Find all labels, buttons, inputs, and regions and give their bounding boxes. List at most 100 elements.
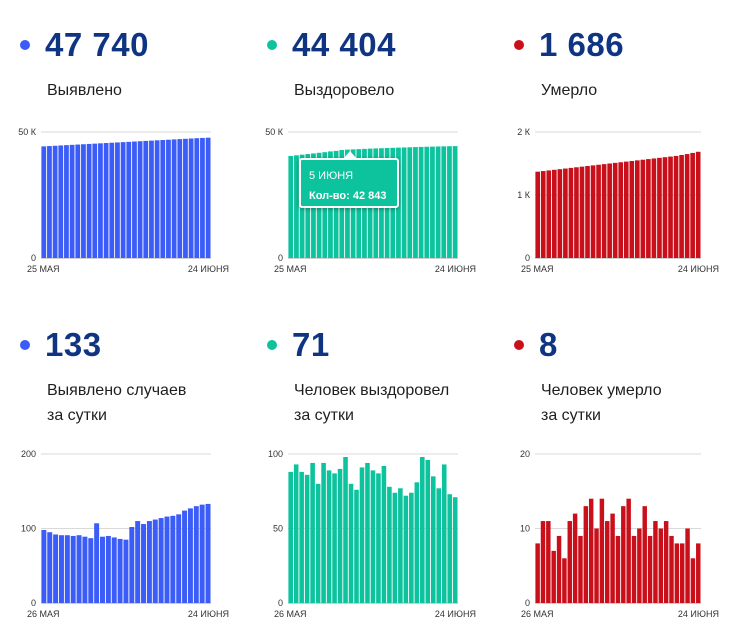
bar[interactable] xyxy=(293,464,299,603)
bar[interactable] xyxy=(166,139,171,258)
bar[interactable] xyxy=(176,514,182,603)
bar[interactable] xyxy=(387,486,392,603)
bar[interactable] xyxy=(663,521,669,603)
bar[interactable] xyxy=(407,147,413,258)
bar[interactable] xyxy=(413,147,418,258)
bar[interactable] xyxy=(152,519,158,603)
bar[interactable] xyxy=(546,521,551,603)
bar[interactable] xyxy=(637,528,642,604)
bar[interactable] xyxy=(158,518,164,603)
bar[interactable] xyxy=(535,543,540,603)
bar[interactable] xyxy=(653,521,658,603)
bar[interactable] xyxy=(631,535,637,603)
bar[interactable] xyxy=(441,146,447,258)
bar[interactable] xyxy=(605,521,610,603)
bar[interactable] xyxy=(568,167,574,258)
bar[interactable] xyxy=(562,558,567,603)
bar[interactable] xyxy=(137,141,143,258)
bar[interactable] xyxy=(690,152,695,258)
bar[interactable] xyxy=(182,510,188,603)
bar[interactable] xyxy=(607,163,612,259)
bar[interactable] xyxy=(424,146,430,258)
bar[interactable] xyxy=(205,503,211,603)
bar[interactable] xyxy=(674,543,680,603)
bar[interactable] xyxy=(47,146,52,258)
bar[interactable] xyxy=(669,535,674,603)
bar[interactable] xyxy=(105,535,111,603)
bar[interactable] xyxy=(647,535,653,603)
bar[interactable] xyxy=(146,521,152,603)
bar[interactable] xyxy=(188,138,194,258)
bar[interactable] xyxy=(685,528,690,604)
bar[interactable] xyxy=(337,468,343,603)
bar[interactable] xyxy=(679,154,684,258)
bar[interactable] xyxy=(41,146,47,258)
bar[interactable] xyxy=(53,534,59,603)
bar[interactable] xyxy=(129,527,135,603)
bar[interactable] xyxy=(563,168,568,258)
bar[interactable] xyxy=(58,145,64,258)
bar[interactable] xyxy=(58,535,64,603)
bar[interactable] xyxy=(299,471,304,603)
bar[interactable] xyxy=(171,139,177,258)
bar[interactable] xyxy=(452,497,458,603)
total-deaths-chart[interactable]: 0 1 К 2 К 25 МАЯ 24 ИЮНЯ xyxy=(494,118,735,288)
bar[interactable] xyxy=(651,158,657,258)
bar[interactable] xyxy=(403,495,409,603)
bar[interactable] xyxy=(540,521,546,603)
bar[interactable] xyxy=(132,141,137,258)
bar[interactable] xyxy=(194,138,200,258)
bar[interactable] xyxy=(365,462,370,603)
bar[interactable] xyxy=(623,161,629,258)
bar[interactable] xyxy=(164,516,170,603)
bar[interactable] xyxy=(143,140,149,258)
bar[interactable] xyxy=(52,145,58,258)
bar[interactable] xyxy=(540,171,546,258)
bar[interactable] xyxy=(94,523,100,603)
bar[interactable] xyxy=(618,162,624,258)
bar[interactable] xyxy=(441,464,447,603)
bar[interactable] xyxy=(88,538,94,603)
bar[interactable] xyxy=(430,146,435,258)
bar[interactable] xyxy=(695,151,701,258)
bar[interactable] xyxy=(601,164,607,258)
bar[interactable] xyxy=(662,157,668,258)
bar[interactable] xyxy=(141,524,147,603)
bar[interactable] xyxy=(381,465,387,603)
bar[interactable] xyxy=(435,146,441,258)
bar[interactable] xyxy=(117,538,123,603)
bar[interactable] xyxy=(401,147,407,258)
bar[interactable] xyxy=(200,137,205,258)
bar[interactable] xyxy=(81,144,86,258)
bar[interactable] xyxy=(557,169,563,258)
bar[interactable] xyxy=(41,529,47,603)
bar[interactable] xyxy=(160,140,166,258)
bar[interactable] xyxy=(47,532,53,603)
bar[interactable] xyxy=(657,157,662,258)
bar[interactable] xyxy=(126,141,132,258)
bar[interactable] xyxy=(673,155,679,258)
bar[interactable] xyxy=(304,474,310,603)
bar[interactable] xyxy=(452,146,458,258)
bar[interactable] xyxy=(696,543,701,603)
bar[interactable] xyxy=(100,536,105,603)
bar[interactable] xyxy=(193,506,199,603)
bar[interactable] xyxy=(199,504,205,603)
bar[interactable] xyxy=(294,155,299,258)
bar[interactable] xyxy=(420,456,425,603)
bar[interactable] xyxy=(612,162,618,258)
bar[interactable] xyxy=(590,165,596,258)
bar[interactable] xyxy=(551,550,556,603)
bar[interactable] xyxy=(354,489,359,603)
bar[interactable] xyxy=(556,535,562,603)
bar[interactable] xyxy=(615,535,621,603)
bar[interactable] xyxy=(621,506,626,603)
bar[interactable] xyxy=(359,467,365,603)
bar[interactable] xyxy=(579,166,585,258)
bar[interactable] xyxy=(425,459,431,603)
bar[interactable] xyxy=(315,483,321,603)
bar[interactable] xyxy=(103,143,109,258)
